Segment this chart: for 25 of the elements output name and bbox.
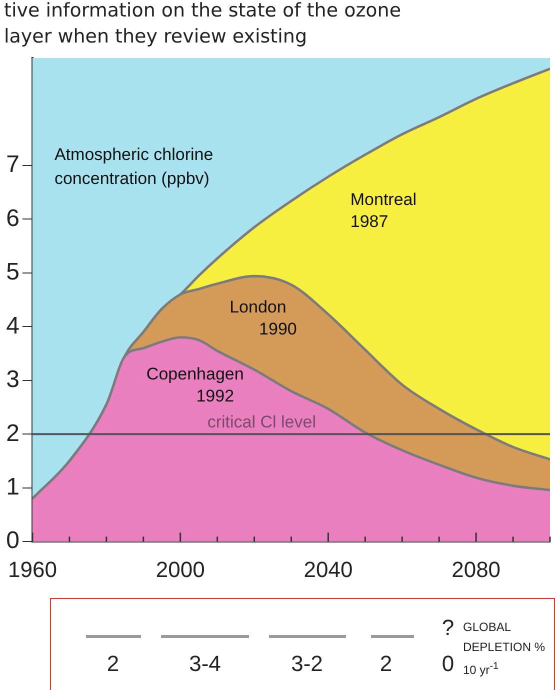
y-tick-label: 4: [6, 312, 20, 340]
x-tick-label: 1960: [8, 556, 57, 582]
y-tick-label: 7: [6, 151, 20, 178]
series-label: Copenhagen 1992: [146, 364, 244, 406]
x-tick-label: 2000: [156, 556, 205, 582]
y-axis-title: Atmospheric chlorine concentration (ppbv): [54, 144, 214, 188]
x-tick-label: 2080: [452, 556, 501, 582]
x-tick-label: 2040: [304, 556, 353, 582]
y-tick-label: 0: [6, 527, 20, 554]
text: ?: [442, 615, 454, 641]
y-tick-label: 2: [6, 420, 20, 447]
ref-line-label: critical Cl level: [207, 412, 316, 432]
text: 2: [106, 651, 120, 677]
text: 0: [442, 651, 454, 677]
y-tick-label: 1: [6, 473, 20, 500]
series-label: London 1990: [230, 297, 297, 338]
y-tick-label: 6: [6, 204, 20, 232]
text: tive information on the state of the ozone layer when they review existing: [4, 0, 402, 48]
text: 2: [380, 651, 392, 677]
text: 3-4: [189, 651, 221, 677]
y-tick-label: 3: [6, 366, 20, 394]
series-label: Montreal 1987: [350, 190, 417, 231]
text: 3-2: [291, 651, 323, 677]
text: GLOBAL DEPLETION % 10 yr$^{-1}$: [463, 619, 546, 679]
y-tick-label: 5: [6, 258, 20, 286]
